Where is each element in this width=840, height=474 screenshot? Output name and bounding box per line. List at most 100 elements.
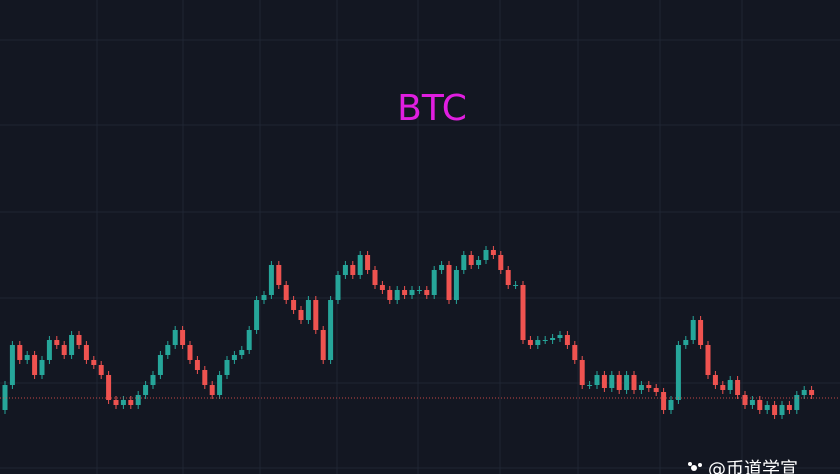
candle-body [128,400,134,405]
candle-body [320,330,326,360]
candle-body [180,330,186,345]
candle-body [446,265,452,300]
candle-body [357,255,363,275]
candle-body [276,265,282,285]
candle-body [209,385,215,395]
candle-body [24,355,30,360]
candle-body [735,380,741,395]
candle-body [150,375,156,385]
candle-body [387,290,393,300]
candle-body [305,300,311,320]
candle-body [2,385,8,410]
candle-body [157,355,163,375]
candle-body [579,360,585,385]
candle-body [416,290,422,291]
candle-body [601,375,607,388]
candle-body [365,255,371,270]
candle-body [594,375,600,385]
candle-body [712,375,718,385]
candle-body [424,290,430,295]
candle-body [291,300,297,310]
candle-body [468,255,474,265]
candle-body [91,360,97,365]
candle-body [39,360,45,375]
candle-body [564,335,570,345]
candle-body [135,395,141,405]
candle-body [809,390,815,395]
candle-body [779,405,785,415]
candle-body [572,345,578,360]
candle-body [342,265,348,275]
candle-body [409,290,415,295]
candle-body [786,405,792,410]
candle-body [224,360,230,375]
candle-body [120,400,126,405]
candle-body [483,250,489,260]
candle-body [587,385,593,386]
candle-body [217,375,223,395]
watermark: @币道学宣 [708,459,798,474]
candle-body [246,330,252,350]
candle-body [698,320,704,345]
candle-body [638,385,644,390]
candle-body [298,310,304,320]
candle-body [113,400,119,405]
candle-body [705,345,711,375]
candle-body [476,260,482,265]
candle-body [402,290,408,295]
candle-body [76,335,82,345]
candle-body [550,338,556,340]
candle-body [749,400,755,405]
candle-body [313,300,319,330]
candle-body [727,380,733,390]
candle-body [675,345,681,400]
candle-body [439,265,445,270]
candle-body [742,395,748,405]
candle-body [231,355,237,360]
candle-body [431,270,437,295]
candle-body [172,330,178,345]
candle-body [394,290,400,300]
candle-body [328,300,334,360]
candle-body [106,375,112,400]
candle-body [268,265,274,295]
candle-body [653,388,659,392]
candle-body [609,375,615,388]
candle-body [490,250,496,255]
candle-body [143,385,149,395]
candle-body [683,340,689,345]
candle-body [631,375,637,390]
candle-body [379,285,385,290]
candle-body [9,345,15,385]
candle-body [624,375,630,390]
candle-body [54,340,60,345]
candle-body [764,405,770,410]
candle-body [372,270,378,285]
candle-body [801,390,807,395]
candle-body [283,285,289,300]
candle-body [17,345,23,360]
candle-body [505,270,511,285]
candle-body [239,350,245,355]
candle-body [527,340,533,345]
candle-body [661,392,667,410]
candle-body [535,340,541,345]
candle-body [69,335,75,355]
candle-body [350,265,356,275]
candle-body [668,400,674,410]
candle-body [165,345,171,355]
candle-body [757,400,763,410]
candle-body [187,345,193,360]
chart-title: BTC [397,88,467,129]
candle-body [453,270,459,300]
candle-body [557,335,563,338]
candle-body [498,255,504,270]
candle-body [98,365,104,375]
candle-body [616,375,622,390]
candle-body [254,300,260,330]
candle-body [46,340,52,360]
candle-body [646,385,652,388]
